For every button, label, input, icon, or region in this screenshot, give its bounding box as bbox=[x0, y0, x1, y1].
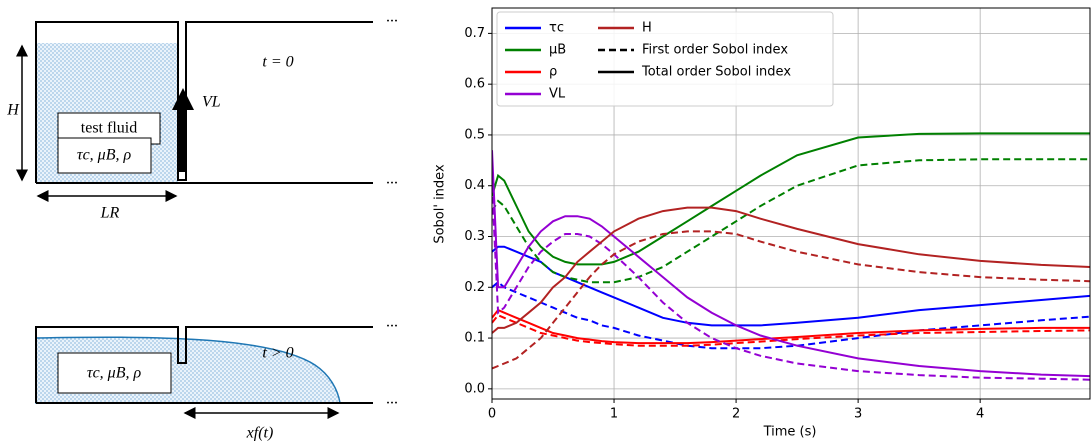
channel-walls bbox=[35, 21, 373, 184]
data-line bbox=[492, 158, 1090, 284]
x-tick-label: 2 bbox=[732, 407, 740, 422]
lines bbox=[492, 132, 1090, 381]
chart: Sobol' index Time (s) 0.0 0.1 0.2 0.3 0.4 0.5… bbox=[433, 7, 1091, 440]
front-label: xf(t) bbox=[246, 425, 274, 442]
x-axis-label: Time (s) bbox=[763, 425, 817, 440]
data-line bbox=[492, 132, 1090, 266]
properties-label: τc, μB, ρ bbox=[77, 147, 132, 164]
ellipsis: ... bbox=[386, 314, 398, 331]
properties-label: τc, μB, ρ bbox=[87, 365, 142, 382]
diagram: test fluid τc, μB, ρ H VL LR t = 0 ... .… bbox=[6, 9, 398, 442]
time-label: t = 0 bbox=[262, 54, 293, 71]
data-line bbox=[492, 150, 1090, 378]
ellipsis: ... bbox=[386, 171, 398, 188]
properties-box bbox=[57, 352, 172, 394]
y-tick-label: 0.5 bbox=[464, 127, 485, 142]
velocity-arrow bbox=[172, 88, 194, 172]
properties-box bbox=[57, 137, 152, 174]
time-label: t > 0 bbox=[262, 345, 293, 362]
legend-label: Total order Sobol index bbox=[641, 65, 791, 80]
y-tick-label: 0.2 bbox=[464, 280, 485, 295]
channel-walls bbox=[35, 326, 373, 404]
x-tick-label: 4 bbox=[976, 407, 984, 422]
y-tick-label: 0.4 bbox=[464, 178, 485, 193]
data-line bbox=[492, 185, 1090, 381]
length-label: LR bbox=[100, 205, 120, 222]
height-label: H bbox=[6, 102, 20, 119]
y-tick-label: 0.0 bbox=[464, 381, 485, 396]
legend-label: VL bbox=[549, 87, 566, 102]
legend-label: First order Sobol index bbox=[642, 43, 788, 58]
data-line bbox=[492, 308, 1090, 345]
x-tick-label: 1 bbox=[610, 407, 618, 422]
fluid-label: test fluid bbox=[81, 120, 137, 137]
ellipsis: ... bbox=[386, 9, 398, 26]
legend-label: ρ bbox=[549, 65, 557, 80]
legend-label: μB bbox=[549, 43, 566, 58]
data-line bbox=[492, 230, 1090, 370]
velocity-label: VL bbox=[202, 94, 221, 111]
data-line bbox=[492, 280, 1090, 350]
legend-label: τc bbox=[549, 21, 564, 36]
y-axis-label: Sobol' index bbox=[433, 164, 448, 244]
legend: τc μB ρ VL H First order Sobol index Total ord… bbox=[496, 11, 834, 107]
data-line bbox=[492, 245, 1090, 327]
plot-frame bbox=[491, 7, 1091, 400]
y-tick-label: 0.1 bbox=[464, 331, 485, 346]
x-tick-label: 3 bbox=[854, 407, 862, 422]
y-tick-label: 0.7 bbox=[464, 26, 485, 41]
ellipsis: ... bbox=[386, 391, 398, 408]
y-tick-label: 0.3 bbox=[464, 229, 485, 244]
legend-label: H bbox=[642, 21, 652, 36]
data-line bbox=[492, 206, 1090, 334]
x-tick-label: 0 bbox=[488, 407, 496, 422]
y-tick-label: 0.6 bbox=[464, 77, 485, 92]
legend-box bbox=[496, 11, 834, 107]
data-line bbox=[492, 313, 1090, 347]
